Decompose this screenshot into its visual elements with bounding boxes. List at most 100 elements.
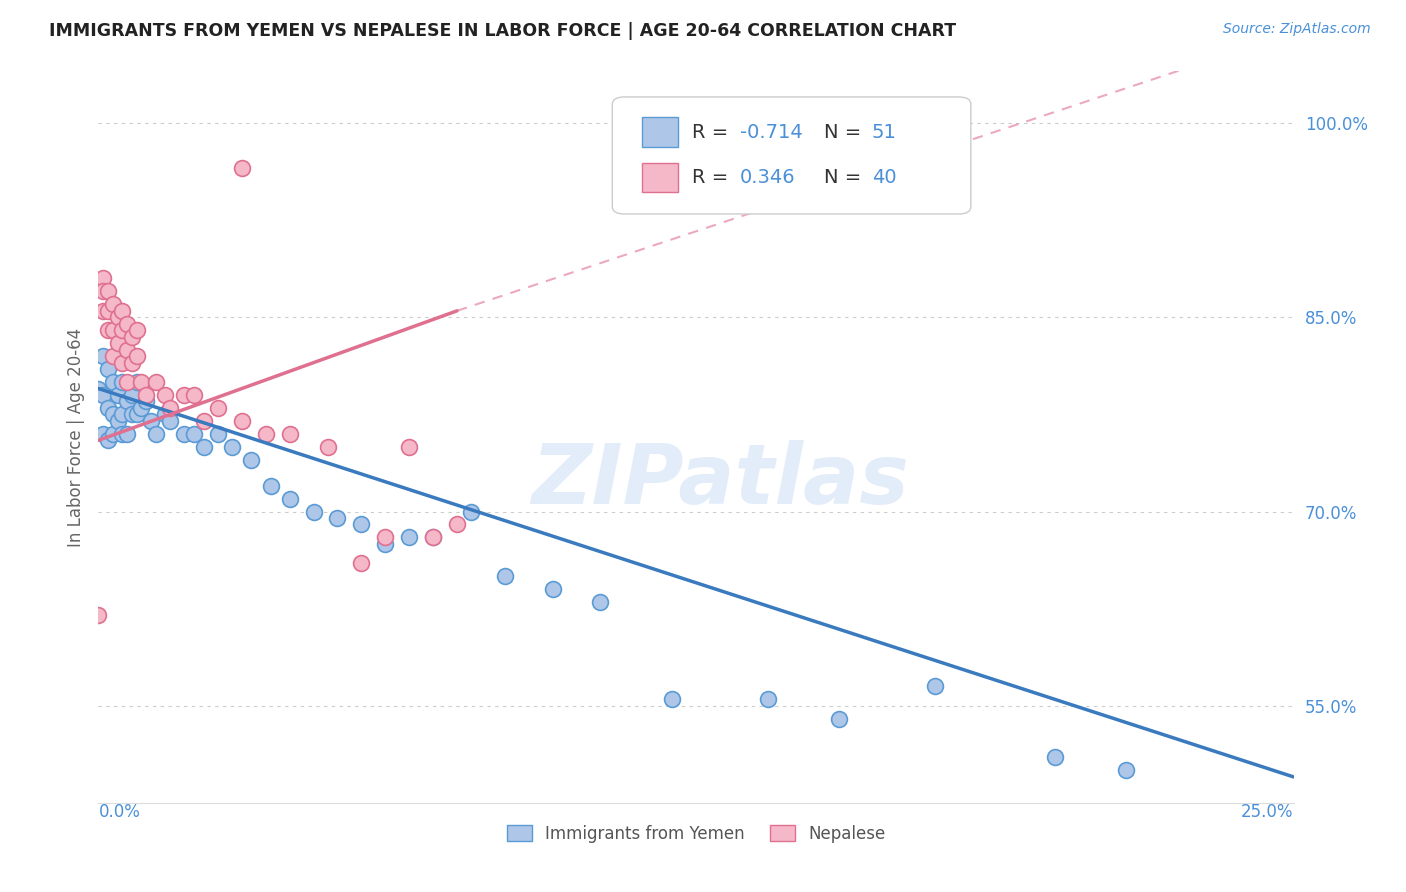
Point	[101, 408, 124, 422]
Point	[121, 330, 143, 344]
Text: R =: R =	[692, 168, 735, 187]
Point	[111, 375, 134, 389]
Point	[183, 426, 205, 441]
Text: IMMIGRANTS FROM YEMEN VS NEPALESE IN LABOR FORCE | AGE 20-64 CORRELATION CHART: IMMIGRANTS FROM YEMEN VS NEPALESE IN LAB…	[49, 22, 956, 40]
Point	[231, 161, 253, 176]
Point	[135, 388, 157, 402]
Point	[661, 692, 683, 706]
Point	[111, 426, 134, 441]
Point	[460, 504, 482, 518]
Point	[135, 394, 157, 409]
Point	[101, 349, 124, 363]
Point	[254, 426, 277, 441]
Point	[1115, 764, 1137, 778]
Text: 51: 51	[872, 122, 897, 142]
Point	[91, 303, 114, 318]
Point	[107, 310, 129, 325]
Point	[107, 336, 129, 351]
Point	[125, 408, 148, 422]
Point	[121, 388, 143, 402]
Point	[115, 317, 138, 331]
Text: N =: N =	[824, 168, 868, 187]
Point	[374, 530, 396, 544]
Point	[115, 426, 138, 441]
Point	[115, 394, 138, 409]
Text: R =: R =	[692, 122, 735, 142]
Point	[155, 388, 177, 402]
Point	[97, 323, 120, 337]
Point	[155, 408, 177, 422]
Point	[828, 712, 851, 726]
Point	[97, 362, 120, 376]
Point	[422, 530, 444, 544]
Text: 25.0%: 25.0%	[1241, 803, 1294, 821]
Point	[111, 356, 134, 370]
Point	[1043, 750, 1066, 764]
Point	[173, 388, 195, 402]
Point	[115, 375, 138, 389]
Text: 40: 40	[872, 168, 896, 187]
Point	[139, 414, 162, 428]
Point	[87, 382, 110, 396]
Point	[589, 595, 612, 609]
Point	[159, 414, 181, 428]
Point	[131, 401, 153, 415]
Point	[422, 530, 444, 544]
Point	[101, 297, 124, 311]
Point	[111, 408, 134, 422]
Point	[107, 388, 129, 402]
Point	[97, 401, 120, 415]
Text: ZIPatlas: ZIPatlas	[531, 441, 908, 522]
Point	[446, 517, 468, 532]
Point	[173, 426, 195, 441]
Point	[924, 679, 946, 693]
FancyBboxPatch shape	[613, 97, 972, 214]
Point	[145, 426, 167, 441]
Text: 0.346: 0.346	[740, 168, 796, 187]
Point	[240, 452, 263, 467]
Point	[756, 692, 779, 706]
Point	[183, 388, 205, 402]
Point	[91, 285, 114, 299]
Point	[302, 504, 325, 518]
Point	[398, 440, 420, 454]
Text: 0.0%: 0.0%	[98, 803, 141, 821]
Point	[121, 408, 143, 422]
Point	[111, 303, 134, 318]
Point	[374, 537, 396, 551]
Y-axis label: In Labor Force | Age 20-64: In Labor Force | Age 20-64	[66, 327, 84, 547]
Point	[278, 491, 301, 506]
Point	[398, 530, 420, 544]
Point	[97, 434, 120, 448]
Point	[350, 557, 373, 571]
Point	[221, 440, 243, 454]
Point	[350, 517, 373, 532]
Point	[125, 349, 148, 363]
Point	[101, 323, 124, 337]
Point	[193, 414, 215, 428]
Point	[159, 401, 181, 415]
Point	[259, 478, 281, 492]
Point	[193, 440, 215, 454]
Point	[91, 426, 114, 441]
Point	[278, 426, 301, 441]
Point	[97, 303, 120, 318]
Point	[326, 511, 349, 525]
Point	[145, 375, 167, 389]
Legend: Immigrants from Yemen, Nepalese: Immigrants from Yemen, Nepalese	[501, 818, 891, 849]
Point	[316, 440, 339, 454]
Point	[541, 582, 564, 597]
Point	[131, 375, 153, 389]
Point	[231, 414, 253, 428]
Text: Source: ZipAtlas.com: Source: ZipAtlas.com	[1223, 22, 1371, 37]
Point	[111, 323, 134, 337]
Point	[101, 426, 124, 441]
FancyBboxPatch shape	[643, 163, 678, 192]
Point	[125, 375, 148, 389]
Point	[91, 349, 114, 363]
Point	[125, 323, 148, 337]
Point	[91, 388, 114, 402]
Point	[121, 356, 143, 370]
Point	[107, 414, 129, 428]
Point	[91, 271, 114, 285]
